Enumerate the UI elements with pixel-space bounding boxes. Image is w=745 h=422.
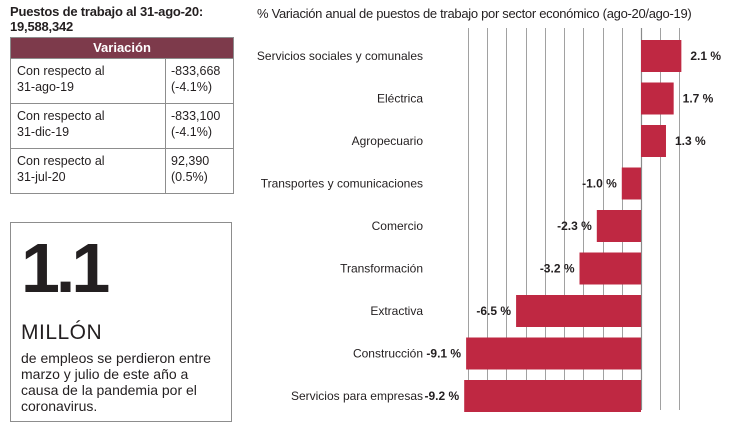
summary-panel: Puestos de trabajo al 31-ago-20: 19,588,… xyxy=(10,4,234,194)
bar xyxy=(641,82,674,115)
value-label: -2.3 % xyxy=(557,219,592,233)
category-label: Eléctrica xyxy=(377,92,423,106)
row-label-line1: Con respecto al xyxy=(17,109,105,123)
summary-title: Puestos de trabajo al 31-ago-20: 19,588,… xyxy=(10,4,234,34)
bar xyxy=(621,167,641,200)
category-label: Extractiva xyxy=(370,304,423,318)
callout-number: 1.1 xyxy=(21,229,110,307)
category-label: Servicios para empresas xyxy=(291,389,423,403)
summary-title-line1: Puestos de trabajo al 31-ago-20: xyxy=(10,4,203,19)
bar xyxy=(464,380,641,412)
bar xyxy=(466,337,641,370)
value-label: -3.2 % xyxy=(540,262,575,276)
row-label-line2: 31-jul-20 xyxy=(17,170,66,184)
table-row: Con respecto al 31-ago-19 -833,668 (-4.1… xyxy=(11,58,233,103)
table-row: Con respecto al 31-jul-20 92,390 (0.5%) xyxy=(11,148,233,193)
value-label: 1.7 % xyxy=(683,92,714,106)
value-label: 2.1 % xyxy=(690,49,721,63)
variation-table-header: Variación xyxy=(11,38,233,58)
jobs-lost-callout: 1.1 MILLÓN de empleos se perdieron entre… xyxy=(10,222,232,422)
category-label: Servicios sociales y comunales xyxy=(257,49,423,63)
table-row-value: 92,390 (0.5%) xyxy=(166,149,233,193)
row-label-line1: Con respecto al xyxy=(17,64,105,78)
row-value-line1: -833,100 xyxy=(171,109,221,123)
callout-text: de empleos se perdieron entre marzo y ju… xyxy=(21,350,211,414)
bar xyxy=(596,210,641,242)
table-row: Con respecto al 31-dic-19 -833,100 (-4.1… xyxy=(11,103,233,148)
variation-table: Variación Con respecto al 31-ago-19 -833… xyxy=(10,37,234,194)
value-label: -9.1 % xyxy=(426,347,461,361)
value-label: -6.5 % xyxy=(476,304,511,318)
row-label-line1: Con respecto al xyxy=(17,154,105,168)
row-value-line2: (0.5%) xyxy=(171,170,208,184)
table-row-value: -833,100 (-4.1%) xyxy=(166,104,233,148)
value-label: -1.0 % xyxy=(582,177,617,191)
category-label: Agropecuario xyxy=(352,134,424,148)
row-label-line2: 31-dic-19 xyxy=(17,125,70,139)
bar xyxy=(579,252,641,285)
bar xyxy=(641,40,682,72)
row-value-line1: -833,668 xyxy=(171,64,221,78)
row-value-line2: (-4.1%) xyxy=(171,125,212,139)
table-row-label: Con respecto al 31-jul-20 xyxy=(11,149,166,193)
category-label: Comercio xyxy=(372,219,424,233)
row-value-line1: 92,390 xyxy=(171,154,210,168)
table-row-label: Con respecto al 31-ago-19 xyxy=(11,59,166,103)
row-label-line2: 31-ago-19 xyxy=(17,80,74,94)
chart-title: % Variación anual de puestos de trabajo … xyxy=(257,6,692,21)
value-label: 1.3 % xyxy=(675,134,706,148)
summary-title-line2: 19,588,342 xyxy=(10,19,74,34)
value-label: -9.2 % xyxy=(425,389,460,403)
callout-unit: MILLÓN xyxy=(21,321,103,344)
table-row-label: Con respecto al 31-dic-19 xyxy=(11,104,166,148)
category-label: Transportes y comunicaciones xyxy=(261,177,423,191)
bar xyxy=(641,125,666,157)
bar xyxy=(516,295,641,327)
category-label: Transformación xyxy=(340,262,423,276)
category-label: Construcción xyxy=(353,347,423,361)
row-value-line2: (-4.1%) xyxy=(171,80,212,94)
table-row-value: -833,668 (-4.1%) xyxy=(166,59,233,103)
